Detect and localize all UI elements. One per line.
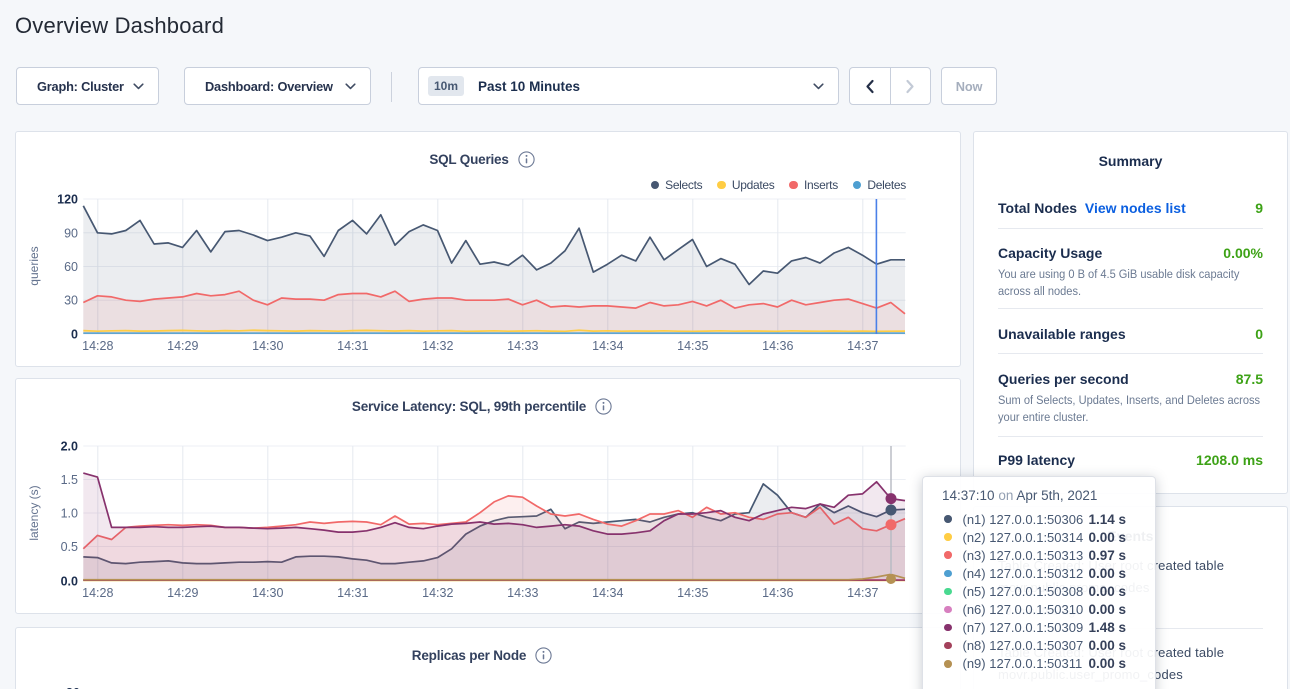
svg-text:14:31: 14:31 [337,339,368,353]
svg-text:14:34: 14:34 [592,339,623,353]
svg-text:14:37: 14:37 [847,339,878,353]
svg-text:30: 30 [64,294,78,308]
svg-text:90: 90 [64,226,78,240]
svg-text:14:30: 14:30 [252,586,283,600]
svg-text:14:32: 14:32 [422,339,453,353]
svg-text:120: 120 [57,193,78,207]
svg-text:0: 0 [71,328,78,342]
svg-text:14:36: 14:36 [762,339,793,353]
svg-text:latency (s): latency (s) [27,485,41,540]
svg-text:14:37: 14:37 [847,586,878,600]
svg-text:14:32: 14:32 [422,586,453,600]
svg-text:1.0: 1.0 [61,507,78,521]
svg-text:1.5: 1.5 [61,473,78,487]
svg-text:14:34: 14:34 [592,586,623,600]
svg-text:14:33: 14:33 [507,339,538,353]
svg-text:14:28: 14:28 [82,339,113,353]
svg-text:2.0: 2.0 [61,440,78,454]
svg-text:0.0: 0.0 [61,575,78,589]
svg-text:14:29: 14:29 [167,586,198,600]
svg-text:14:29: 14:29 [167,339,198,353]
svg-text:14:30: 14:30 [252,339,283,353]
svg-text:queries: queries [27,246,41,285]
svg-text:14:35: 14:35 [677,339,708,353]
svg-text:14:33: 14:33 [507,586,538,600]
svg-text:14:31: 14:31 [337,586,368,600]
svg-text:0.5: 0.5 [61,540,78,554]
svg-text:60: 60 [64,260,78,274]
svg-text:14:36: 14:36 [762,586,793,600]
svg-text:14:28: 14:28 [82,586,113,600]
svg-text:14:35: 14:35 [677,586,708,600]
